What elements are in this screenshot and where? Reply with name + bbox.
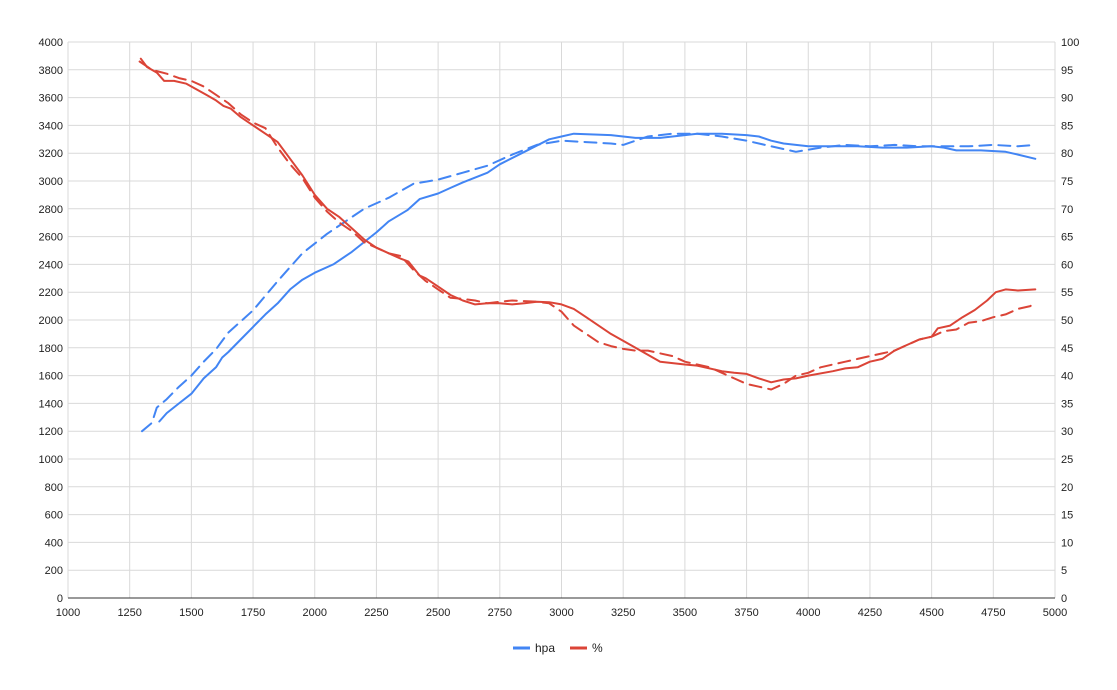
x-tick-label: 2500 xyxy=(426,607,450,619)
y-left-tick-label: 3200 xyxy=(39,148,63,160)
x-tick-label: 1750 xyxy=(241,607,265,619)
series-lines xyxy=(138,57,1037,433)
y-right-tick-label: 5 xyxy=(1061,565,1067,577)
x-tick-label: 4000 xyxy=(796,607,820,619)
x-tick-label: 4250 xyxy=(858,607,882,619)
y-right-tick-label: 65 xyxy=(1061,232,1073,244)
x-tick-label: 2750 xyxy=(488,607,512,619)
y-left-tick-label: 2800 xyxy=(39,204,63,216)
y-right-tick-label: 100 xyxy=(1061,37,1079,49)
x-axis-ticks: 1000 1250 1500 1750 2000 2250 2500 2750 3000 3250… xyxy=(56,607,1067,619)
y-right-tick-label: 50 xyxy=(1061,315,1073,327)
y-right-tick-label: 45 xyxy=(1061,343,1073,355)
y-right-tick-label: 90 xyxy=(1061,93,1073,105)
series-line-percent-dashed xyxy=(138,60,1037,391)
y-left-tick-label: 1400 xyxy=(39,398,63,410)
y-right-tick-label: 75 xyxy=(1061,176,1073,188)
x-tick-label: 5000 xyxy=(1043,607,1067,619)
x-tick-label: 3250 xyxy=(611,607,635,619)
x-tick-label: 1250 xyxy=(117,607,141,619)
y-left-tick-label: 2600 xyxy=(39,232,63,244)
gridlines xyxy=(67,41,1056,599)
y-right-tick-label: 55 xyxy=(1061,287,1073,299)
y-right-tick-label: 85 xyxy=(1061,120,1073,132)
x-tick-label: 1500 xyxy=(179,607,203,619)
y-right-tick-label: 0 xyxy=(1061,593,1067,605)
y-left-tick-label: 3600 xyxy=(39,93,63,105)
y-right-tick-label: 20 xyxy=(1061,482,1073,494)
y-left-tick-label: 1000 xyxy=(39,454,63,466)
y-right-tick-label: 25 xyxy=(1061,454,1073,466)
series-line-hpa-dashed xyxy=(141,132,1037,433)
y-right-tick-label: 10 xyxy=(1061,537,1073,549)
y-left-tick-label: 3400 xyxy=(39,120,63,132)
y-left-tick-label: 800 xyxy=(45,482,63,494)
legend-label-percent: % xyxy=(592,641,603,655)
x-tick-label: 2250 xyxy=(364,607,388,619)
x-tick-label: 2000 xyxy=(303,607,327,619)
x-tick-label: 3000 xyxy=(549,607,573,619)
y-left-tick-label: 4000 xyxy=(39,37,63,49)
y-right-tick-label: 30 xyxy=(1061,426,1073,438)
legend-label-hpa: hpa xyxy=(535,641,555,655)
y-left-tick-label: 2000 xyxy=(39,315,63,327)
y-left-tick-label: 3800 xyxy=(39,65,63,77)
x-tick-label: 3750 xyxy=(734,607,758,619)
y-axis-left-ticks: 0 200 400 600 800 1000 1200 1400 1600 1800 2000 220… xyxy=(39,37,63,605)
y-left-tick-label: 2200 xyxy=(39,287,63,299)
y-left-tick-label: 400 xyxy=(45,537,63,549)
y-axis-right-ticks: 0 5 10 15 20 25 30 35 40 45 50 55 60 65 70 75 80 85 90 95 10… xyxy=(1061,37,1079,605)
y-left-tick-label: 600 xyxy=(45,510,63,522)
y-right-tick-label: 95 xyxy=(1061,65,1073,77)
y-left-tick-label: 1200 xyxy=(39,426,63,438)
y-left-tick-label: 3000 xyxy=(39,176,63,188)
y-left-tick-label: 0 xyxy=(57,593,63,605)
y-right-tick-label: 15 xyxy=(1061,510,1073,522)
legend: hpa % xyxy=(513,641,603,655)
x-tick-label: 4500 xyxy=(919,607,943,619)
y-left-tick-label: 1600 xyxy=(39,371,63,383)
y-right-tick-label: 40 xyxy=(1061,371,1073,383)
x-tick-label: 1000 xyxy=(56,607,80,619)
x-tick-label: 4750 xyxy=(981,607,1005,619)
y-left-tick-label: 200 xyxy=(45,565,63,577)
y-left-tick-label: 2400 xyxy=(39,259,63,271)
y-right-tick-label: 70 xyxy=(1061,204,1073,216)
y-left-tick-label: 1800 xyxy=(39,343,63,355)
y-right-tick-label: 80 xyxy=(1061,148,1073,160)
y-right-tick-label: 60 xyxy=(1061,259,1073,271)
y-right-tick-label: 35 xyxy=(1061,398,1073,410)
x-tick-label: 3500 xyxy=(673,607,697,619)
